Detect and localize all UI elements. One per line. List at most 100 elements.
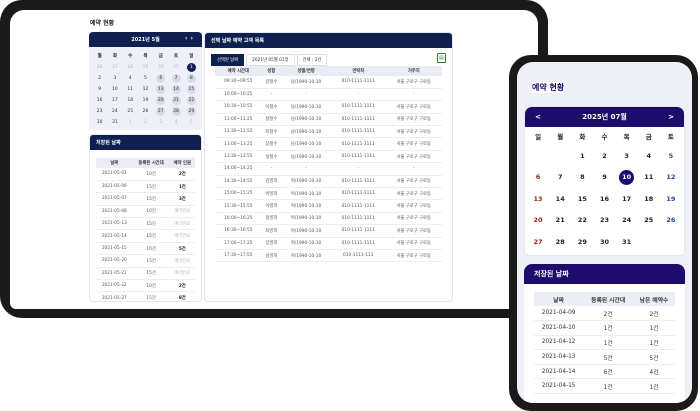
calendar-day[interactable]: 20 xyxy=(153,95,168,106)
calendar-day[interactable]: 10 xyxy=(616,167,638,189)
calendar-day[interactable]: 6 xyxy=(153,73,168,84)
calendar-day[interactable]: 24 xyxy=(616,210,638,232)
saved-date-row[interactable]: 2021-05-20 15건 예약완료 xyxy=(96,254,195,268)
calendar-day[interactable]: 15 xyxy=(184,84,199,95)
reservation-row[interactable]: 13:00~13:25 장철수 남/1990-10-10 010-1111-1111 서… xyxy=(215,137,442,151)
saved-date-row[interactable]: 2021-05-21 15건 예약완료 xyxy=(96,267,195,281)
calendar-day[interactable]: 30 xyxy=(153,62,168,73)
calendar-day[interactable]: 7 xyxy=(549,167,571,189)
calendar-day[interactable]: 6 xyxy=(527,167,549,189)
calendar-day[interactable]: 29 xyxy=(184,106,199,117)
calendar-day[interactable]: 30 xyxy=(593,231,615,253)
calendar-day[interactable]: 29 xyxy=(571,231,593,253)
calendar-day[interactable]: 27 xyxy=(107,62,122,73)
reservation-row[interactable]: 13:30~13:55 설철수 남/1990-10-10 010-1111-1111 서… xyxy=(215,150,442,164)
reservation-row[interactable]: 14:00~14:25- - - - xyxy=(215,162,442,176)
chevron-right-icon[interactable]: › xyxy=(190,35,196,42)
calendar-day[interactable]: 28 xyxy=(549,231,571,253)
calendar-day[interactable]: 28 xyxy=(123,62,138,73)
calendar-day[interactable]: 25 xyxy=(638,210,660,232)
calendar-day[interactable]: 11 xyxy=(638,167,660,189)
calendar-day[interactable]: 31 xyxy=(616,231,638,253)
calendar-day[interactable]: 22 xyxy=(184,95,199,106)
reservation-row[interactable]: 16:30~16:55 최영희 여/1990-10-10 010-1111-1111 서… xyxy=(215,224,442,238)
reservation-row[interactable]: 15:00~15:25 박영희 여/1990-10-10 010-1111-1111 서… xyxy=(215,187,442,201)
calendar-day[interactable]: 8 xyxy=(184,73,199,84)
saved-date-row[interactable]: 2021-05-22 10건 2건 xyxy=(96,279,195,293)
calendar-day[interactable]: 17 xyxy=(107,95,122,106)
calendar-day[interactable]: 21 xyxy=(168,95,183,106)
calendar-day[interactable]: 12 xyxy=(660,167,682,189)
calendar-day[interactable]: 5 xyxy=(660,145,682,167)
calendar-day[interactable]: 1 xyxy=(571,145,593,167)
calendar-day[interactable]: 16 xyxy=(92,95,107,106)
calendar-day[interactable]: 27 xyxy=(153,106,168,117)
saved-date-row[interactable]: 2021-05-27 15건 8건 xyxy=(96,291,195,301)
calendar-day[interactable]: 15 xyxy=(571,188,593,210)
reservation-row[interactable]: 15:30~15:55 이영희 여/1990-10-10 010-1111-1111 서… xyxy=(215,199,442,213)
chevron-left-icon[interactable]: < xyxy=(535,113,541,121)
calendar-day[interactable]: 4 xyxy=(123,73,138,84)
calendar-day[interactable]: 29 xyxy=(138,62,153,73)
saved-date-row[interactable]: 2021-05-14 15건 예약완료 xyxy=(96,229,195,243)
reservation-row[interactable]: 11:00~11:25 정철수 남/1990-10-10 010-1111-1111 서… xyxy=(215,113,442,127)
calendar-day[interactable]: 8 xyxy=(571,167,593,189)
calendar-day[interactable]: 14 xyxy=(168,84,183,95)
calendar-day[interactable]: 18 xyxy=(123,95,138,106)
calendar-day[interactable]: 16 xyxy=(593,188,615,210)
calendar-day[interactable]: 31 xyxy=(107,117,122,128)
calendar-day[interactable]: 19 xyxy=(138,95,153,106)
excel-download-icon[interactable]: ▤ xyxy=(437,53,446,63)
calendar-day[interactable]: 25 xyxy=(123,106,138,117)
selected-date-value[interactable]: 2021년 05월 01일 xyxy=(246,54,295,66)
calendar-day[interactable]: 18 xyxy=(638,188,660,210)
calendar-day[interactable]: 26 xyxy=(138,106,153,117)
calendar-day[interactable]: 9 xyxy=(593,167,615,189)
reservation-row[interactable]: 10:00~10:25- - - - xyxy=(215,88,442,102)
calendar-day[interactable]: 2 xyxy=(138,117,153,128)
calendar-day[interactable]: 12 xyxy=(138,84,153,95)
calendar-day[interactable]: 22 xyxy=(571,210,593,232)
calendar-day[interactable]: 30 xyxy=(92,117,107,128)
saved-date-row[interactable]: 2021-05-08 10건 예약완료 xyxy=(96,205,195,219)
calendar-day[interactable]: 26 xyxy=(92,62,107,73)
phone-saved-date-row[interactable]: 2021-04-09 2건 2건 xyxy=(534,306,675,322)
calendar-day[interactable]: 7 xyxy=(168,73,183,84)
calendar-day[interactable]: 1 xyxy=(184,62,199,73)
calendar-day[interactable]: 24 xyxy=(107,106,122,117)
calendar-day[interactable]: 5 xyxy=(184,117,199,128)
chevron-right-icon[interactable]: > xyxy=(668,113,674,121)
reservation-row[interactable]: 11:30~11:55 최철수 남/1990-10-10 010-1111-1111 서… xyxy=(215,125,442,139)
reservation-row[interactable]: 16:00~16:25 정영희 여/1990-10-10 010-1111-1111 서… xyxy=(215,212,442,226)
calendar-day[interactable]: 23 xyxy=(593,210,615,232)
calendar-day[interactable]: 13 xyxy=(527,188,549,210)
calendar-day[interactable]: 9 xyxy=(92,84,107,95)
reservation-row[interactable]: 17:00~17:25 장영희 여/1990-10-10 010-1111-1111 서… xyxy=(215,237,442,250)
phone-saved-date-row[interactable]: 2021-04-15 1건 1건 xyxy=(534,378,675,395)
calendar-day[interactable]: 4 xyxy=(638,145,660,167)
calendar-day[interactable]: 23 xyxy=(92,106,107,117)
calendar-day[interactable]: 3 xyxy=(107,73,122,84)
calendar-day[interactable]: 3 xyxy=(616,145,638,167)
phone-saved-date-row[interactable]: 2021-04-12 1건 1건 xyxy=(534,335,675,351)
reservation-row[interactable]: 14:30~14:55 김영희 여/1990-10-10 010-1111-1111 서… xyxy=(215,175,442,189)
calendar-day[interactable]: 13 xyxy=(153,84,168,95)
calendar-day[interactable]: 3 xyxy=(153,117,168,128)
chevron-left-icon[interactable]: ‹ xyxy=(185,35,191,42)
phone-saved-date-row[interactable]: 2021-04-13 5건 5건 xyxy=(534,349,675,365)
calendar-day[interactable]: 14 xyxy=(549,188,571,210)
calendar-day[interactable]: 2 xyxy=(92,73,107,84)
saved-date-row[interactable]: 2021-05-07 15건 3건 xyxy=(96,192,195,206)
calendar-day[interactable]: 10 xyxy=(107,84,122,95)
calendar-day[interactable]: 1 xyxy=(123,117,138,128)
saved-date-row[interactable]: 2021-05-01 10건 2건 xyxy=(96,168,195,181)
calendar-day[interactable]: 21 xyxy=(549,210,571,232)
saved-date-row[interactable]: 2021-05-06 15건 1건 xyxy=(96,180,195,194)
reservation-row[interactable]: 10:30~10:55 이철수 남/1990-10-10 010-1111-1111 서… xyxy=(215,100,442,114)
reservation-row[interactable]: 17:30~17:55 설영희 여/1990-10-10 010-1111-111 서울… xyxy=(215,249,442,263)
calendar-day[interactable]: 26 xyxy=(660,210,682,232)
calendar-day[interactable]: 2 xyxy=(593,145,615,167)
reservation-row[interactable]: 09:30~09:55 김철수 남/1990-10-10 010-1111-1111 서… xyxy=(215,76,442,89)
calendar-day[interactable]: 28 xyxy=(168,106,183,117)
phone-saved-date-row[interactable]: 2021-04-14 6건 4건 xyxy=(534,364,675,380)
